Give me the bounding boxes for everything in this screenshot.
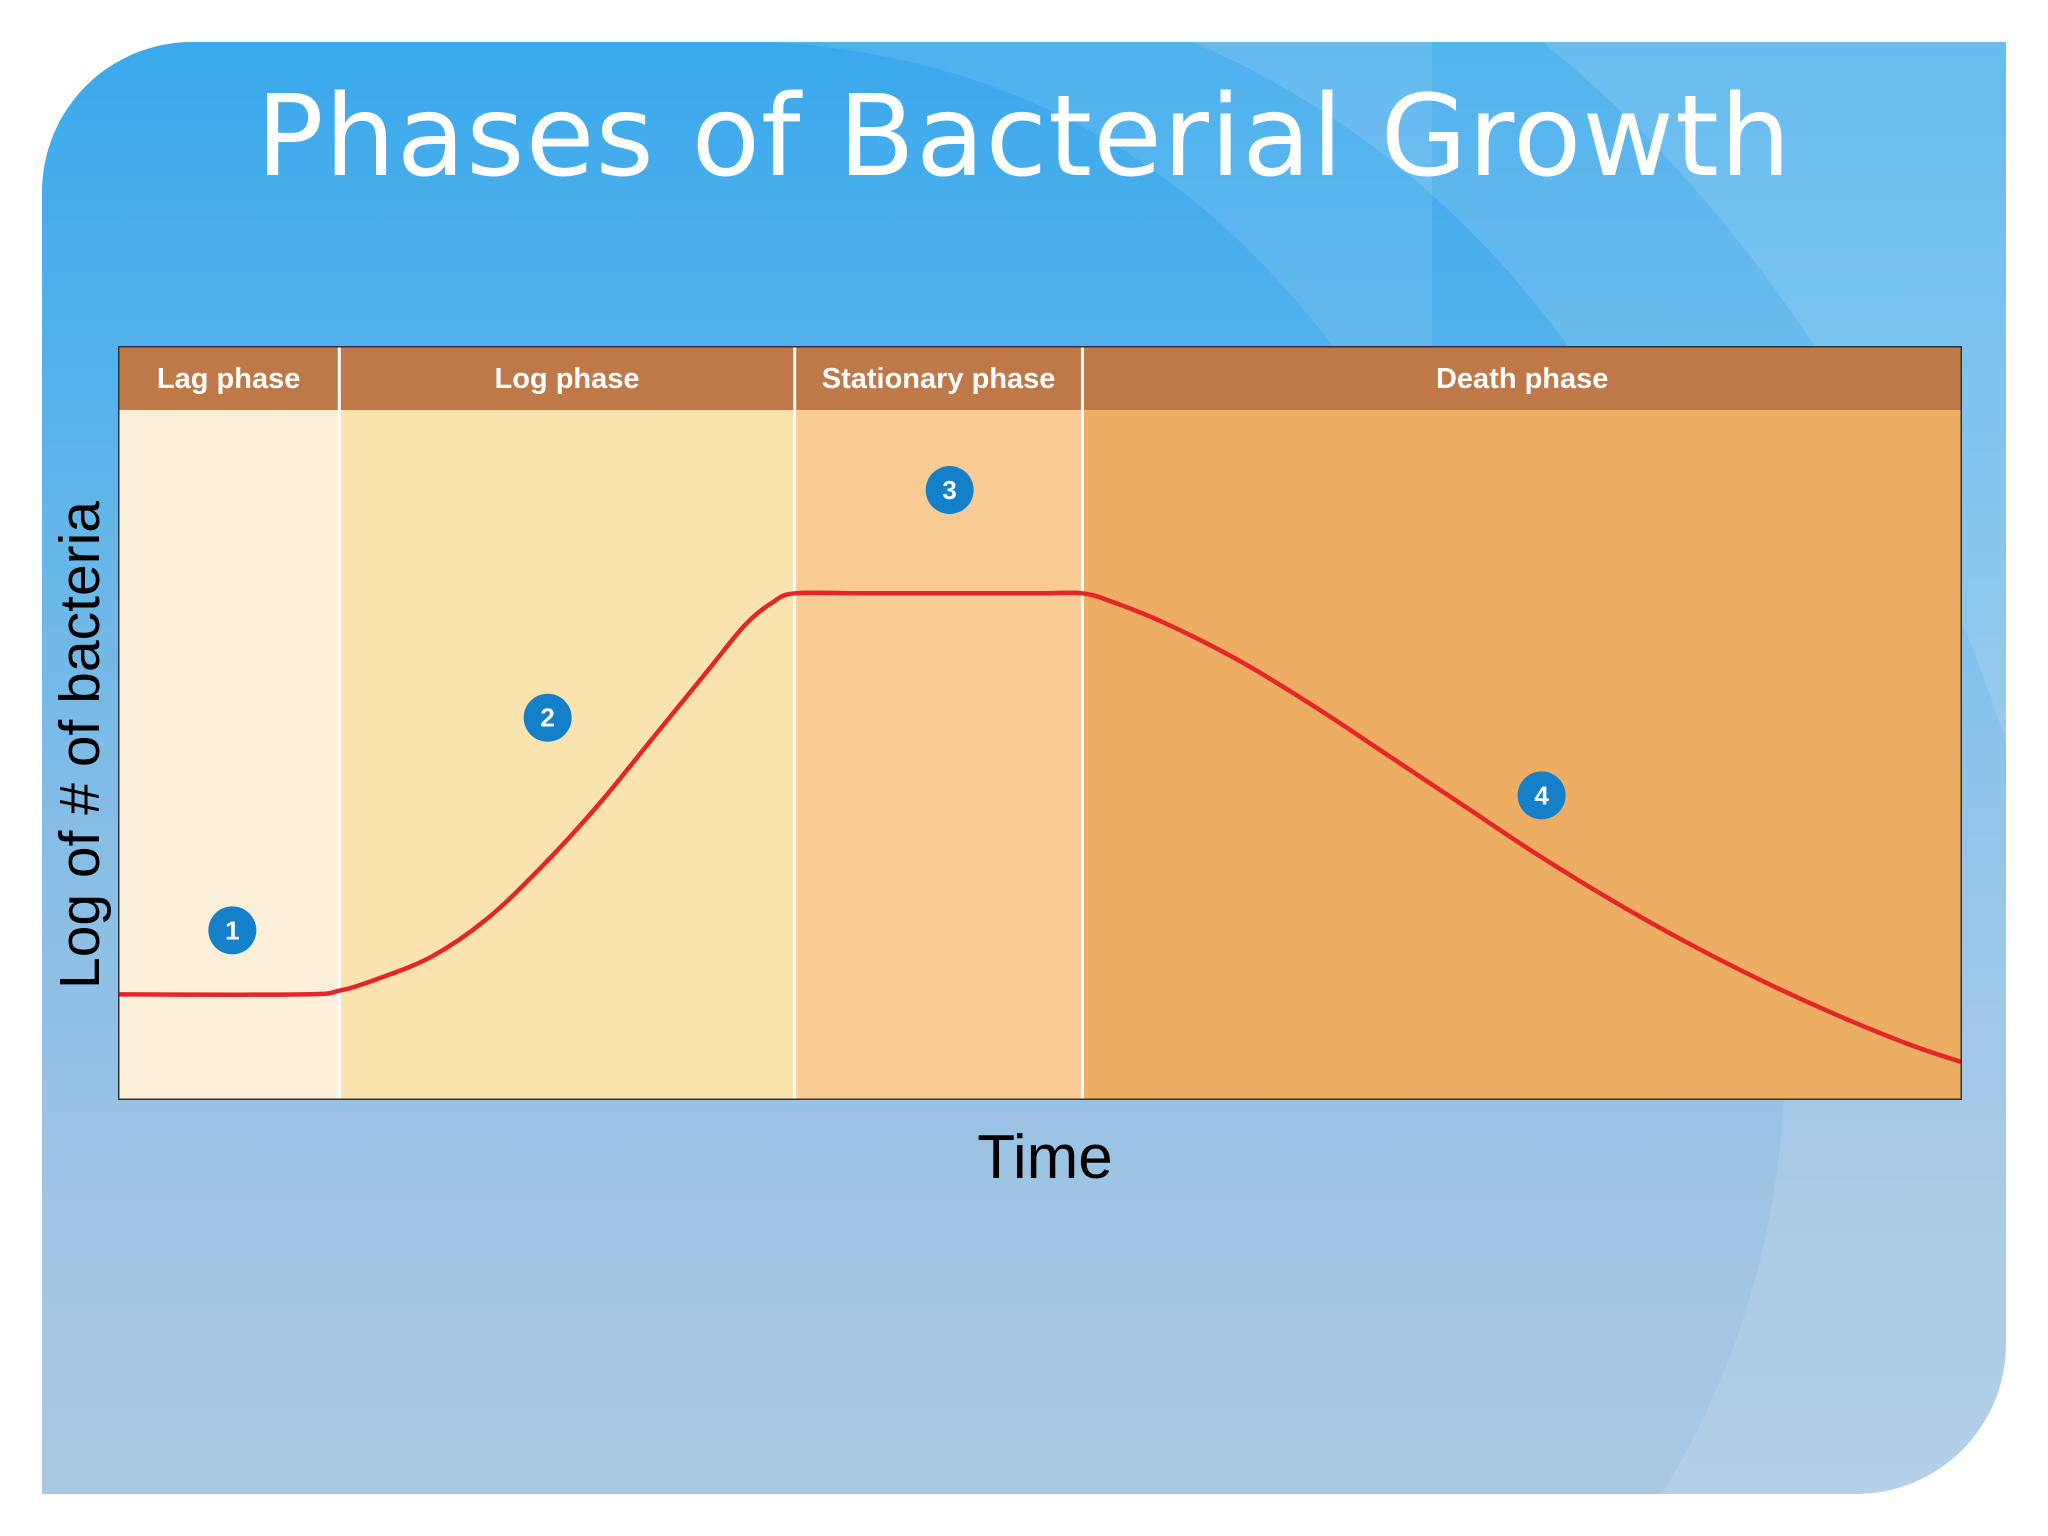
phase-bands (118, 346, 1962, 1100)
phase-dividers (337, 346, 1084, 1100)
wave-shape (772, 42, 1432, 502)
phase-header-labels: Lag phase Log phase Stationary phase Death … (157, 363, 1609, 395)
phase-header-bar (118, 346, 1962, 410)
y-axis-label: Log of # of bacteria (48, 500, 112, 990)
phase-label: Log phase (495, 363, 640, 395)
x-axis-label: Time (977, 1123, 1113, 1192)
slide-title: Phases of Bacterial Growth (256, 72, 1792, 202)
phase-marker-3: 3 (925, 466, 974, 515)
marker-number: 4 (1534, 780, 1549, 810)
marker-circle (925, 466, 974, 515)
marker-number: 3 (942, 475, 956, 505)
marker-circle (1517, 771, 1566, 820)
wave-shape (1542, 42, 2006, 742)
phase-label: Death phase (1436, 363, 1608, 395)
phase-marker-2: 2 (523, 693, 572, 742)
marker-number: 2 (540, 703, 554, 733)
marker-circle (208, 906, 257, 955)
phase-band (1082, 346, 1962, 1100)
phase-band (118, 346, 340, 1100)
growth-curve-line (118, 590, 1962, 1065)
phase-label: Stationary phase (822, 363, 1056, 395)
marker-number: 1 (225, 915, 239, 945)
phase-markers: 1 2 3 4 (208, 466, 1566, 955)
marker-circle (523, 693, 572, 742)
phase-band (794, 346, 1083, 1100)
phase-marker-1: 1 (208, 906, 257, 955)
phase-marker-4: 4 (1517, 771, 1566, 820)
phase-label: Lag phase (157, 363, 300, 395)
growth-chart: Lag phase Log phase Stationary phase Death … (118, 346, 1962, 1100)
chart-border (118, 346, 1962, 1100)
